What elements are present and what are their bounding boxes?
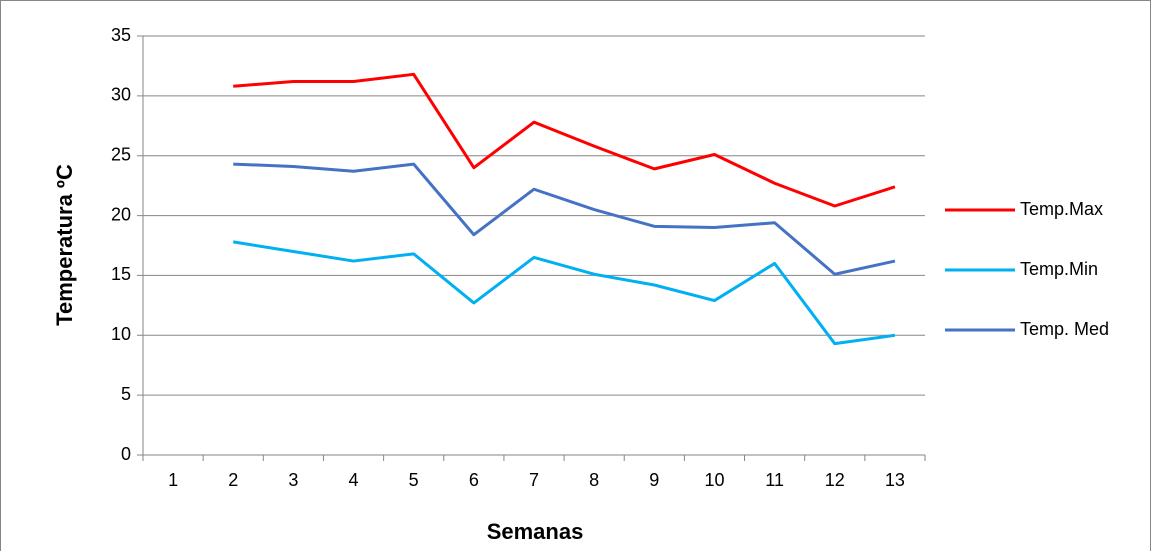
- y-axis-title: Temperatura ºC: [52, 164, 77, 326]
- series-line: [233, 162, 896, 276]
- x-tick-label: 4: [349, 470, 359, 490]
- y-tick-label: 20: [111, 204, 131, 224]
- x-tick-label: 1: [168, 470, 178, 490]
- x-tick-label: 8: [589, 470, 599, 490]
- x-tick-label: 13: [885, 470, 905, 490]
- x-tick-label: 2: [228, 470, 238, 490]
- series-line: [232, 240, 896, 346]
- y-tick-label: 30: [111, 85, 131, 105]
- x-tick-label: 7: [529, 470, 539, 490]
- y-tick-label: 10: [111, 324, 131, 344]
- x-tick-label: 12: [825, 470, 845, 490]
- y-tick-label: 15: [111, 264, 131, 284]
- x-tick-label: 9: [649, 470, 659, 490]
- x-tick-label: 10: [704, 470, 724, 490]
- x-tick-label: 11: [765, 470, 784, 490]
- x-tick-label: 5: [409, 470, 419, 490]
- legend-label: Temp. Med: [1020, 319, 1109, 339]
- x-axis-title: Semanas: [487, 519, 584, 544]
- y-tick-label: 5: [121, 384, 131, 404]
- series-line: [233, 72, 896, 208]
- legend-label: Temp.Min: [1020, 259, 1098, 279]
- y-tick-label: 25: [111, 144, 131, 164]
- y-tick-label: 0: [121, 444, 131, 464]
- y-tick-label: 35: [111, 25, 131, 45]
- legend-label: Temp.Max: [1020, 199, 1103, 219]
- x-tick-label: 6: [469, 470, 479, 490]
- x-tick-label: 3: [288, 470, 298, 490]
